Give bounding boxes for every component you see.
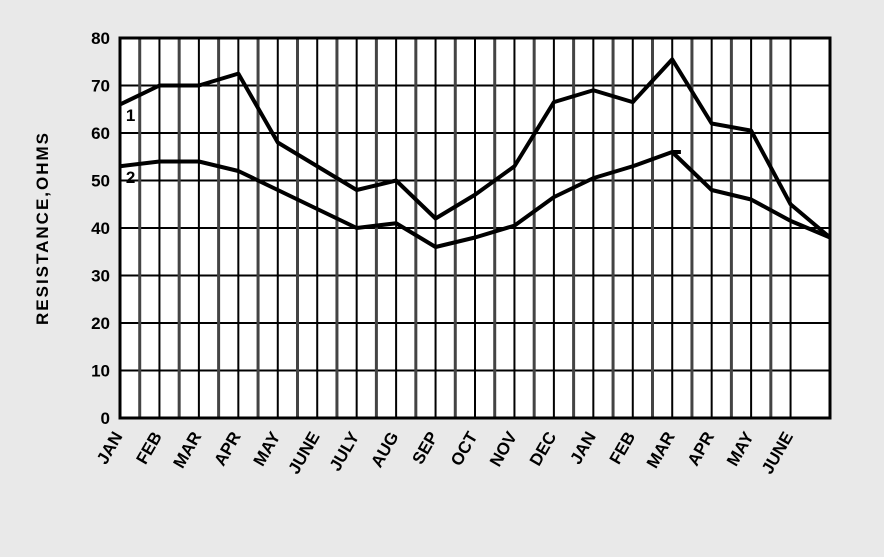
- series-label-1: 1: [126, 106, 135, 125]
- ytick-label: 60: [91, 124, 110, 143]
- xtick-label: FEB: [606, 429, 639, 468]
- xtick-label: APR: [210, 429, 244, 470]
- xtick-label: MAY: [250, 428, 285, 469]
- xtick-label: NOV: [486, 428, 521, 470]
- ytick-label: 10: [91, 362, 110, 381]
- xtick-label: MAY: [723, 428, 758, 469]
- ytick-label: 80: [91, 29, 110, 48]
- ytick-label: 30: [91, 267, 110, 286]
- ytick-label: 50: [91, 172, 110, 191]
- ytick-label: 20: [91, 314, 110, 333]
- ytick-label: 70: [91, 77, 110, 96]
- xtick-label: JUNE: [758, 429, 797, 478]
- xtick-label: JAN: [566, 429, 599, 468]
- xtick-label: JULY: [326, 428, 364, 474]
- y-axis-label: RESISTANCE,OHMS: [33, 131, 52, 325]
- xtick-label: JAN: [93, 429, 126, 468]
- chart-svg: 1201020304050607080JANFEBMARAPRMAYJUNEJU…: [0, 0, 884, 557]
- xtick-label: FEB: [132, 429, 165, 468]
- xtick-label: MAR: [170, 429, 206, 472]
- ytick-label: 40: [91, 219, 110, 238]
- xtick-label: MAR: [643, 429, 679, 472]
- xtick-label: APR: [684, 429, 718, 470]
- xtick-label: OCT: [447, 428, 482, 469]
- xtick-label: AUG: [367, 429, 402, 471]
- resistance-chart: 1201020304050607080JANFEBMARAPRMAYJUNEJU…: [0, 0, 884, 557]
- xtick-label: DEC: [526, 429, 560, 470]
- xtick-label: JUNE: [285, 429, 324, 478]
- ytick-label: 0: [101, 409, 110, 428]
- xtick-label: SEP: [409, 429, 442, 468]
- series-label-2: 2: [126, 168, 135, 187]
